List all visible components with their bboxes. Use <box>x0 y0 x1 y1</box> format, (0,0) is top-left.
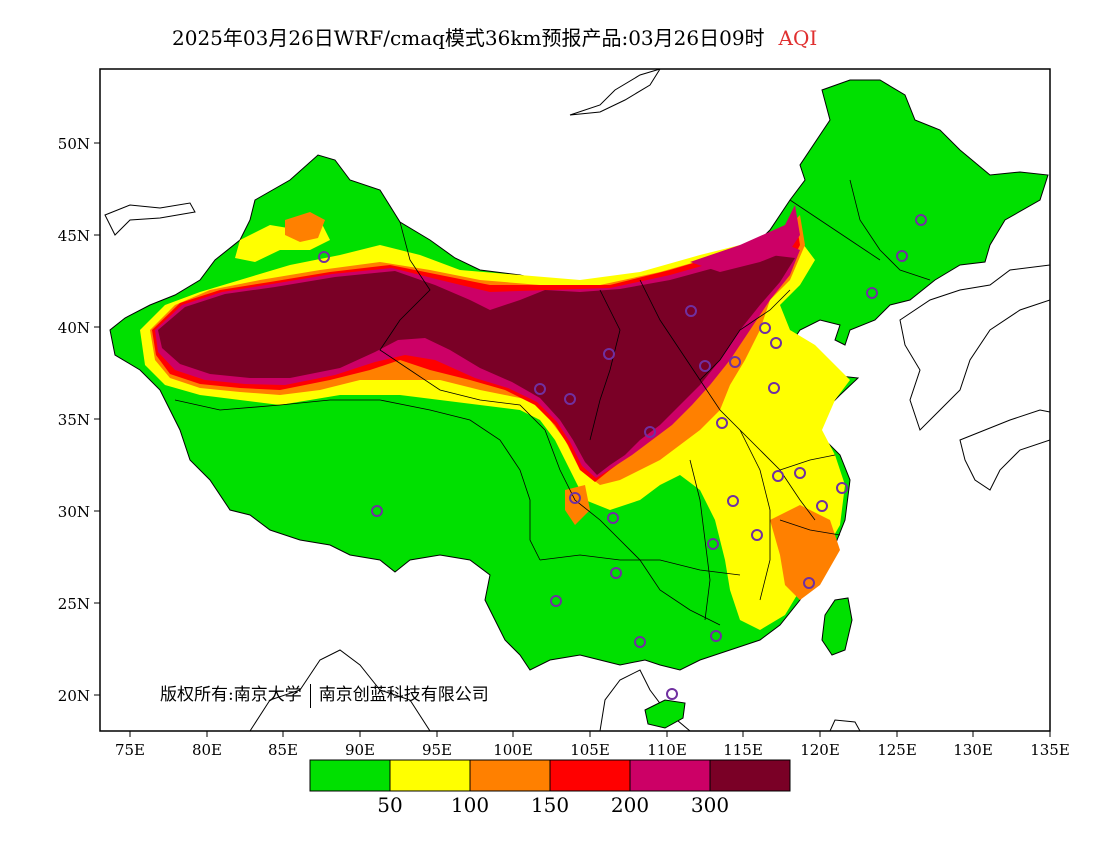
station-marker <box>759 322 771 334</box>
legend-swatch <box>309 759 391 792</box>
station-marker <box>564 393 576 405</box>
station-marker <box>534 383 546 395</box>
lat-tick-label: 35N <box>58 411 90 429</box>
copyright-separator <box>309 683 311 708</box>
station-marker <box>685 305 697 317</box>
province-boundaries <box>174 179 931 626</box>
station-marker <box>896 250 908 262</box>
station-marker <box>371 505 383 517</box>
station-marker <box>318 251 330 263</box>
lon-tick-label: 115E <box>723 741 763 759</box>
lat-tick-label: 25N <box>58 595 90 613</box>
coastline-philippines <box>829 719 861 731</box>
axis-tick-marks <box>94 142 1051 737</box>
station-marker <box>794 467 806 479</box>
copyright-notice: 版权所有:南京大学 南京创蓝科技有限公司 <box>160 680 489 708</box>
aqi-region-hazardous <box>158 255 795 475</box>
lon-tick-label: 85E <box>268 741 298 759</box>
station-marker <box>866 287 878 299</box>
lon-tick-label: 100E <box>493 741 533 759</box>
lon-tick-label: 120E <box>800 741 840 759</box>
coastline-south-asia <box>249 649 431 731</box>
station-marker <box>768 382 780 394</box>
lat-tick-label: 30N <box>58 503 90 521</box>
legend-swatch <box>629 759 711 792</box>
station-marker <box>710 630 722 642</box>
station-marker <box>707 538 719 550</box>
legend-colorbar <box>309 759 791 792</box>
station-marker <box>644 426 656 438</box>
station-markers <box>318 214 927 700</box>
station-marker <box>772 470 784 482</box>
station-marker <box>634 636 646 648</box>
lon-tick-label: 125E <box>877 741 917 759</box>
legend-label: 150 <box>531 793 569 817</box>
lat-tick-label: 45N <box>58 227 90 245</box>
legend-swatch <box>389 759 471 792</box>
station-marker <box>610 567 622 579</box>
station-marker <box>550 595 562 607</box>
station-marker <box>716 417 728 429</box>
lon-tick-label: 130E <box>953 741 993 759</box>
legend-label: 200 <box>611 793 649 817</box>
legend-swatch <box>709 759 791 792</box>
station-marker <box>727 495 739 507</box>
station-marker <box>915 214 927 226</box>
station-marker <box>816 500 828 512</box>
title-text: 2025年03月26日WRF/cmaq模式36km预报产品:03月26日09时 <box>172 26 765 50</box>
legend-swatch <box>549 759 631 792</box>
lon-tick-label: 80E <box>192 741 222 759</box>
station-marker <box>729 356 741 368</box>
coastline-north <box>569 69 661 116</box>
island-taiwan <box>821 597 853 656</box>
copyright-owner: 版权所有:南京大学 <box>160 685 302 705</box>
lon-tick-label: 90E <box>345 741 375 759</box>
lat-tick-label: 50N <box>58 135 90 153</box>
copyright-company: 南京创蓝科技有限公司 <box>318 685 489 705</box>
coastline-japan-south <box>959 409 1050 491</box>
lon-tick-label: 75E <box>115 741 145 759</box>
coastline-korea-japan <box>899 264 1050 431</box>
aqi-region-very-unhealthy-plume <box>690 205 800 272</box>
coastline-caspian <box>104 202 196 236</box>
station-marker <box>699 360 711 372</box>
lon-tick-label: 95E <box>422 741 452 759</box>
station-marker <box>666 688 678 700</box>
lon-tick-label: 110E <box>647 741 687 759</box>
legend-swatch <box>469 759 551 792</box>
lon-tick-label: 105E <box>570 741 610 759</box>
lat-tick-label: 20N <box>58 687 90 705</box>
station-marker <box>803 577 815 589</box>
lon-tick-label: 135E <box>1030 741 1070 759</box>
map-title: 2025年03月26日WRF/cmaq模式36km预报产品:03月26日09时 A… <box>172 22 817 51</box>
legend-label: 100 <box>451 793 489 817</box>
station-marker <box>751 529 763 541</box>
station-marker <box>603 348 615 360</box>
lat-tick-label: 40N <box>58 319 90 337</box>
aqi-region-sensitive-east <box>770 505 840 600</box>
legend-label: 300 <box>691 793 729 817</box>
title-variable: AQI <box>778 26 818 50</box>
legend-label: 50 <box>377 793 402 817</box>
aqi-region-sensitive-north <box>285 212 325 242</box>
station-marker <box>836 482 848 494</box>
station-marker <box>770 337 782 349</box>
island-hainan <box>644 699 686 729</box>
station-marker <box>569 492 581 504</box>
coastline-indochina <box>599 669 691 731</box>
station-marker <box>607 512 619 524</box>
